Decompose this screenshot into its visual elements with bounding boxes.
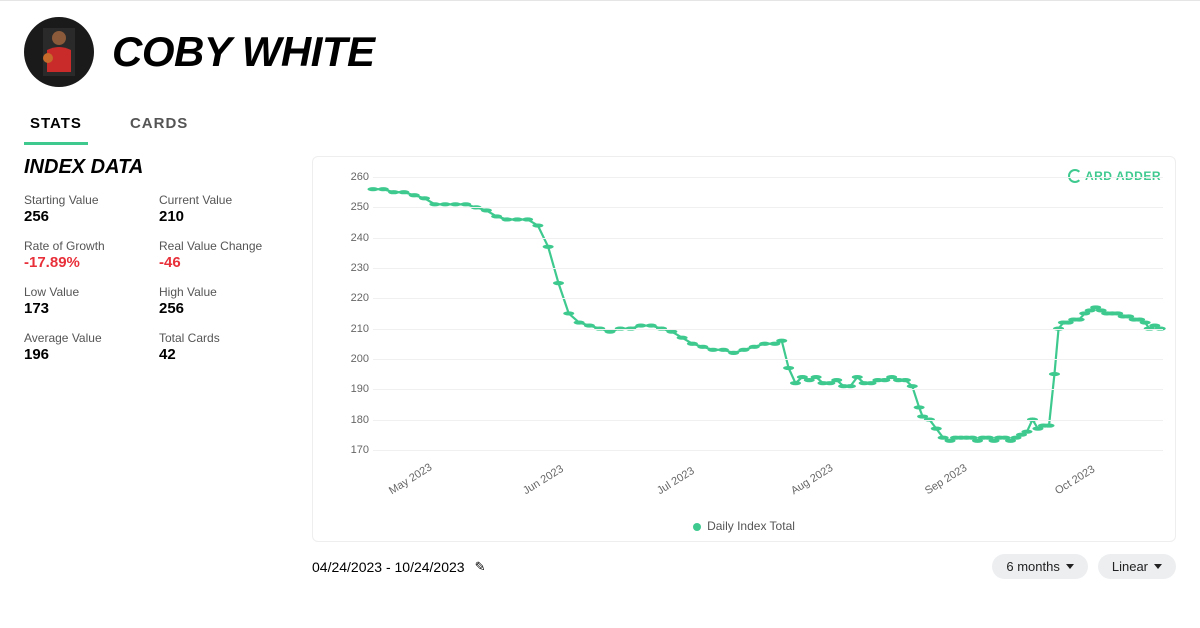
player-name: COBY WHITE — [112, 28, 375, 76]
stat-value: 196 — [24, 346, 149, 363]
edit-date-icon[interactable]: ✎ — [475, 559, 486, 575]
stat-item: Starting Value256 — [24, 193, 149, 225]
stat-item: High Value256 — [159, 285, 284, 317]
tabs: STATS CARDS — [24, 105, 274, 146]
chevron-down-icon — [1154, 564, 1162, 569]
stat-value: 256 — [24, 208, 149, 225]
stat-label: Rate of Growth — [24, 239, 149, 253]
stat-item: Current Value210 — [159, 193, 284, 225]
stat-label: Starting Value — [24, 193, 149, 207]
date-range: 04/24/2023 - 10/24/2023 — [312, 559, 465, 575]
stat-label: Current Value — [159, 193, 284, 207]
tab-stats[interactable]: STATS — [24, 105, 88, 145]
scale-selector[interactable]: Linear — [1098, 554, 1176, 579]
player-header: COBY WHITE — [24, 17, 1176, 87]
chart-legend: Daily Index Total — [313, 519, 1175, 533]
stat-item: Average Value196 — [24, 331, 149, 363]
stat-label: High Value — [159, 285, 284, 299]
section-title: INDEX DATA — [24, 156, 284, 179]
stat-value: 42 — [159, 346, 284, 363]
range-selector[interactable]: 6 months — [992, 554, 1087, 579]
index-chart[interactable]: ARD ADDER 170180190200210220230240250260… — [312, 156, 1176, 542]
stat-value: -17.89% — [24, 254, 149, 271]
stat-item: Total Cards42 — [159, 331, 284, 363]
player-avatar — [24, 17, 94, 87]
stat-value: -46 — [159, 254, 284, 271]
stat-label: Low Value — [24, 285, 149, 299]
stat-value: 173 — [24, 300, 149, 317]
chevron-down-icon — [1066, 564, 1074, 569]
stat-label: Real Value Change — [159, 239, 284, 253]
index-data-panel: INDEX DATA Starting Value256Current Valu… — [24, 156, 284, 579]
stat-value: 256 — [159, 300, 284, 317]
stat-label: Average Value — [24, 331, 149, 345]
stat-item: Low Value173 — [24, 285, 149, 317]
stat-value: 210 — [159, 208, 284, 225]
stat-label: Total Cards — [159, 331, 284, 345]
stat-item: Rate of Growth-17.89% — [24, 239, 149, 271]
tab-cards[interactable]: CARDS — [124, 105, 194, 145]
stat-item: Real Value Change-46 — [159, 239, 284, 271]
